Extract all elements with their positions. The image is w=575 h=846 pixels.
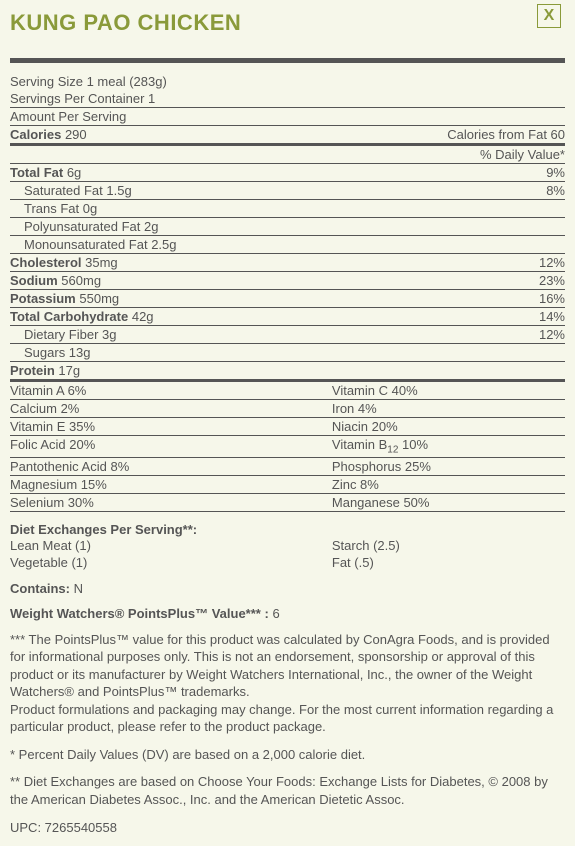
upc: UPC: 7265540558 — [10, 819, 565, 837]
vitamin-row: Magnesium 15%Zinc 8% — [10, 476, 565, 494]
diet-exchange-row: Lean Meat (1)Starch (2.5) — [10, 537, 565, 554]
product-title: KUNG PAO CHICKEN — [10, 10, 565, 36]
potassium-row: Potassium 550mg 16% — [10, 290, 565, 308]
trans-fat-row: Trans Fat 0g — [10, 200, 565, 218]
cholesterol-row: Cholesterol 35mg 12% — [10, 254, 565, 272]
footnote-pointsplus: *** The PointsPlus™ value for this produ… — [10, 631, 565, 701]
footnote-packaging: Product formulations and packaging may c… — [10, 701, 565, 736]
diet-exchanges-header: Diet Exchanges Per Serving**: — [10, 522, 565, 537]
amount-per-serving: Amount Per Serving — [10, 108, 565, 126]
ww-points-row: Weight Watchers® PointsPlus™ Value*** : … — [10, 606, 565, 621]
diet-exchange-row: Vegetable (1)Fat (.5) — [10, 554, 565, 571]
total-fat-row: Total Fat 6g 9% — [10, 164, 565, 182]
sat-fat-row: Saturated Fat 1.5g 8% — [10, 182, 565, 200]
serving-size: Serving Size 1 meal (283g) — [10, 73, 565, 90]
sodium-row: Sodium 560mg 23% — [10, 272, 565, 290]
vitamin-row: Selenium 30%Manganese 50% — [10, 494, 565, 512]
vitamin-row: Vitamin A 6%Vitamin C 40% — [10, 382, 565, 400]
total-carb-row: Total Carbohydrate 42g 14% — [10, 308, 565, 326]
fiber-row: Dietary Fiber 3g 12% — [10, 326, 565, 344]
rule-top — [10, 58, 565, 63]
contains-row: Contains: N — [10, 581, 565, 596]
calories-row: Calories 290 Calories from Fat 60 — [10, 126, 565, 143]
pct-dv-header: % Daily Value* — [10, 146, 565, 164]
close-button[interactable]: X — [537, 4, 561, 28]
vitamin-row: Vitamin E 35%Niacin 20% — [10, 418, 565, 436]
mono-fat-row: Monounsaturated Fat 2.5g — [10, 236, 565, 254]
vitamin-row: Calcium 2%Iron 4% — [10, 400, 565, 418]
vitamin-row: Pantothenic Acid 8%Phosphorus 25% — [10, 458, 565, 476]
vitamin-row: Folic Acid 20%Vitamin B12 10% — [10, 436, 565, 458]
sugars-row: Sugars 13g — [10, 344, 565, 362]
servings-per-container: Servings Per Container 1 — [10, 90, 565, 108]
footnote-dv: * Percent Daily Values (DV) are based on… — [10, 746, 565, 764]
footnote-diet-exchange: ** Diet Exchanges are based on Choose Yo… — [10, 773, 565, 808]
protein-row: Protein 17g — [10, 362, 565, 379]
poly-fat-row: Polyunsaturated Fat 2g — [10, 218, 565, 236]
